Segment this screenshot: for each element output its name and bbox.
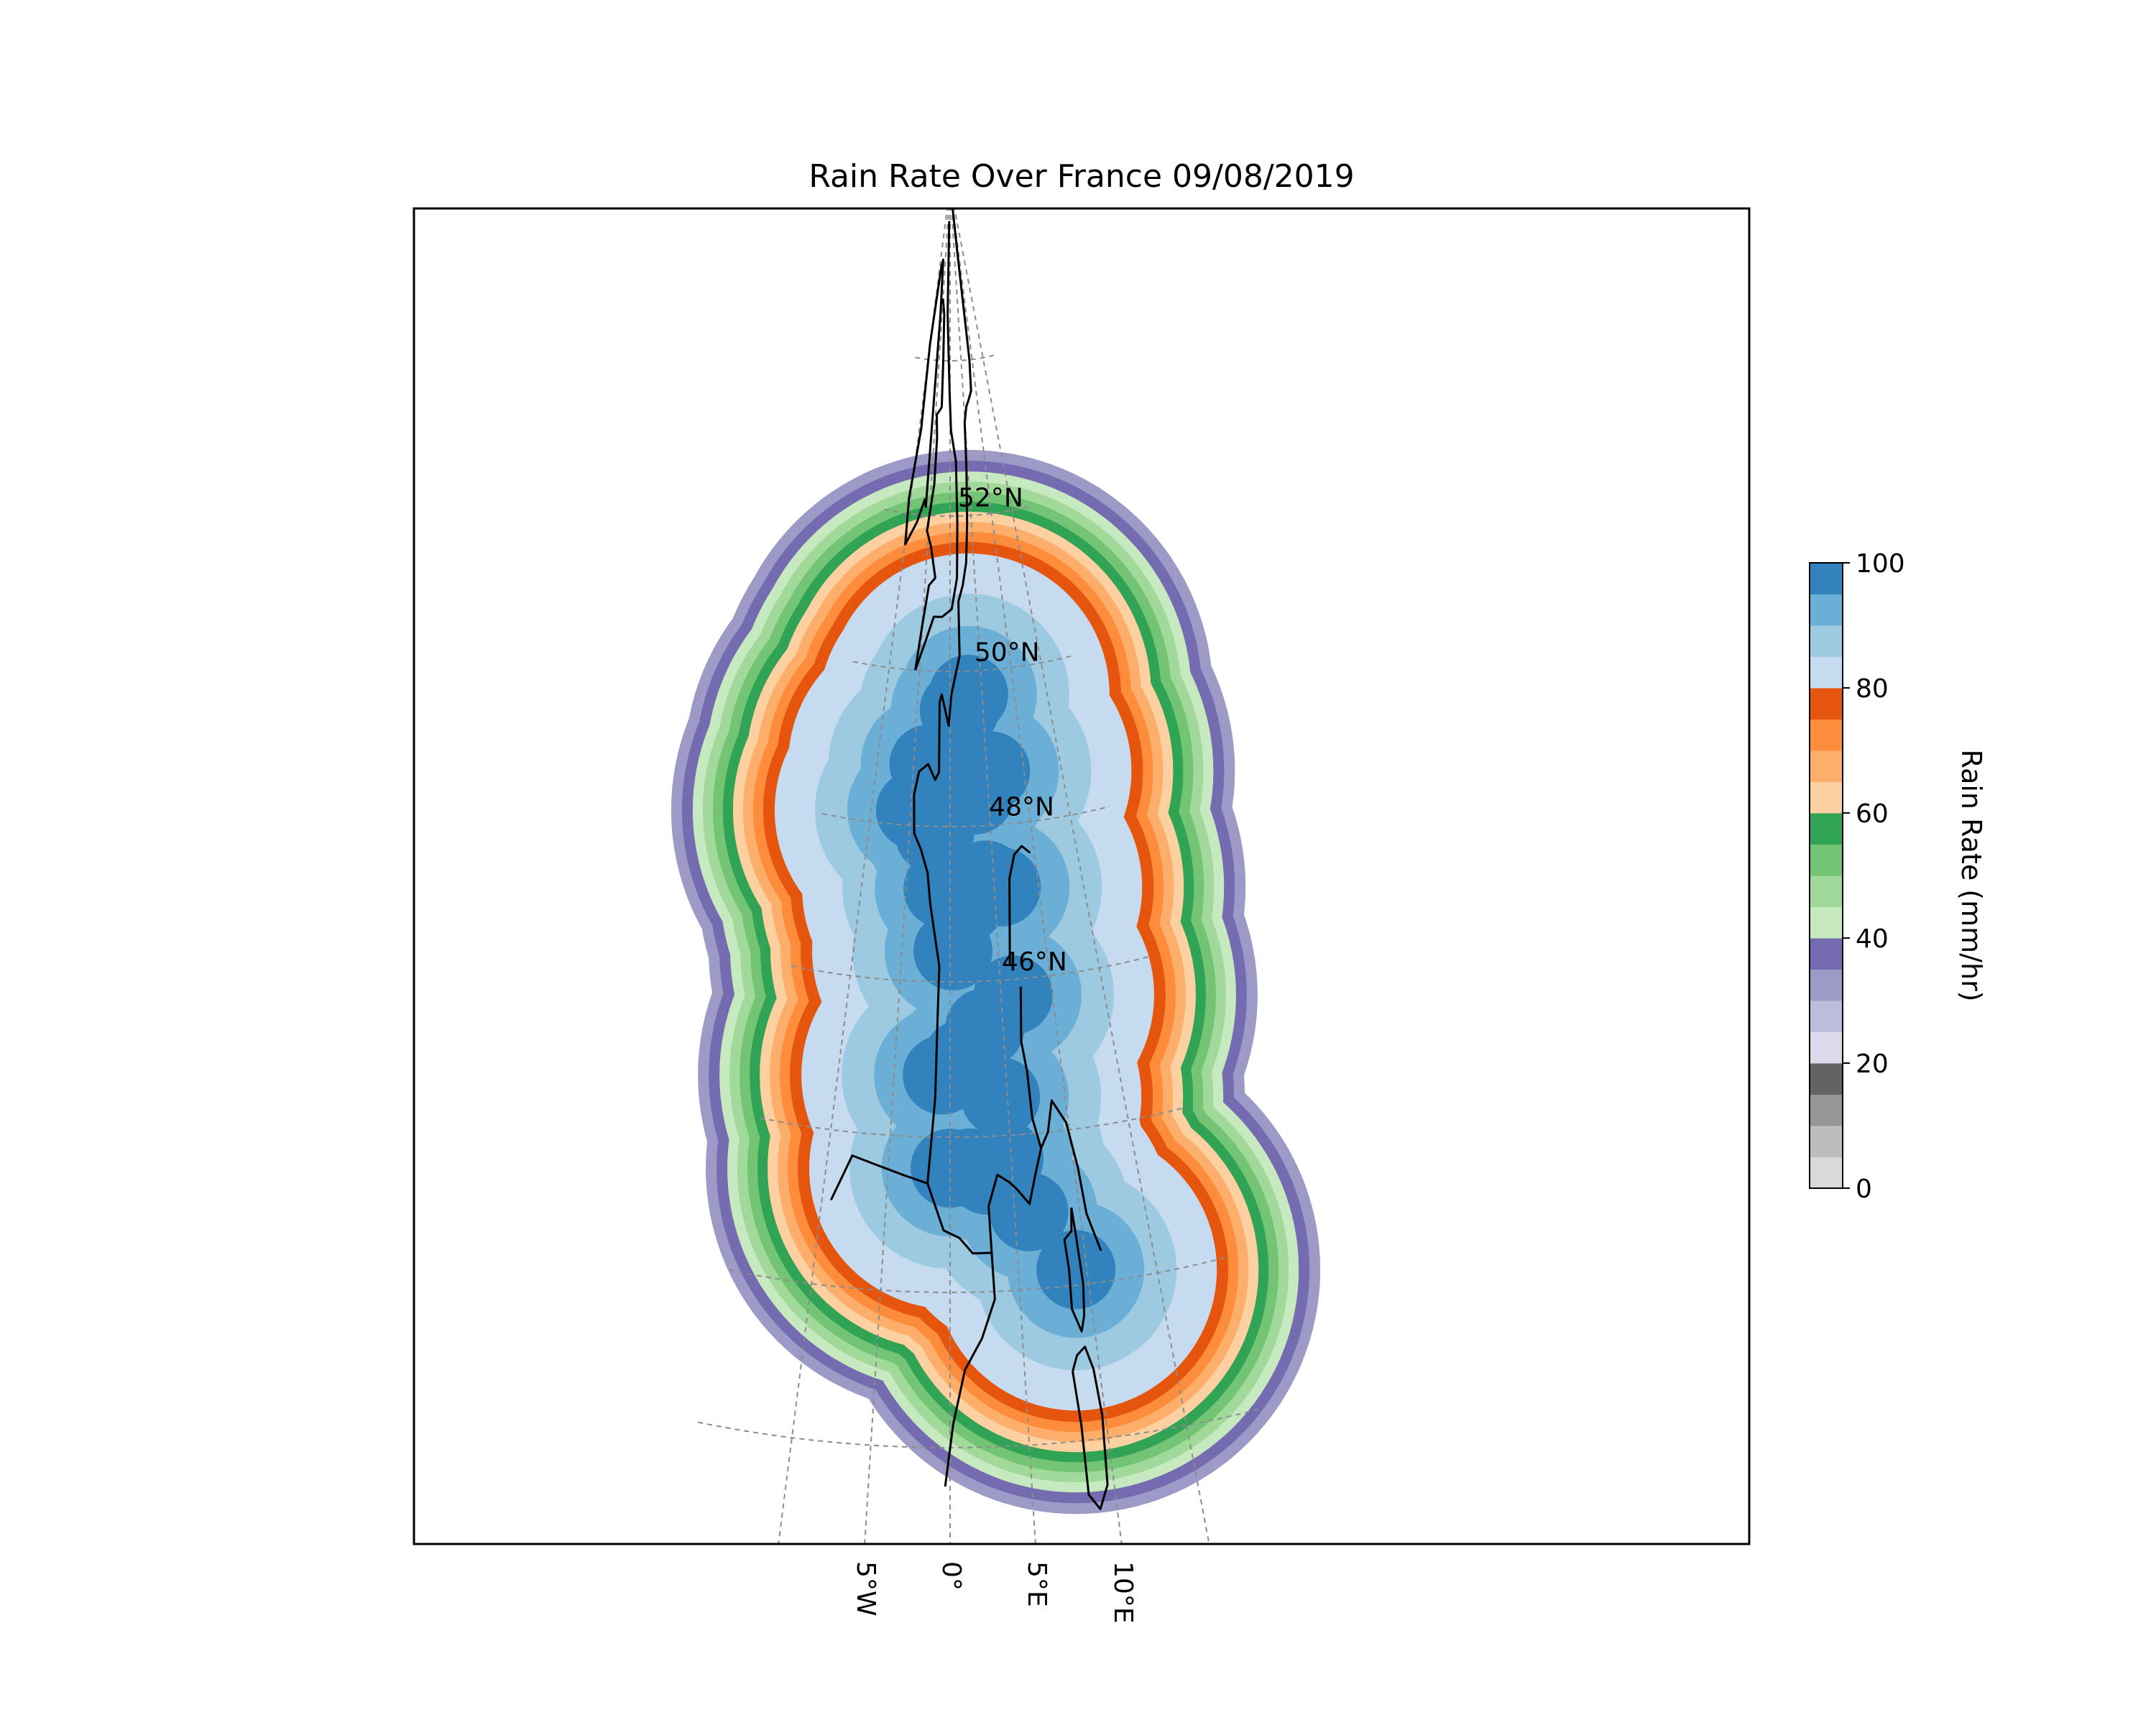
graticule-labels: 52°N 50°N 48°N 46°N [958,484,1067,977]
colorbar-swatch [1810,969,1843,1001]
colorbar-tick-label: 20 [1856,1049,1889,1079]
coastlines [829,208,1109,1510]
parallel-line [946,205,955,206]
meridian-line [951,208,1036,1544]
colorbar-swatch [1810,688,1843,720]
radar-coverage-ring [962,847,1041,927]
parallel-line [698,1407,1264,1448]
colorbar: 0 20 40 60 80 100 Rain Rate (mm/hr) [1809,549,1987,1204]
parallel-label: 46°N [1002,947,1067,977]
colorbar-swatches [1810,563,1843,1189]
radar-coverage-ring [951,731,1031,811]
meridian-line [864,208,949,1544]
colorbar-swatch [1810,938,1843,970]
colorbar-swatch [1810,906,1843,939]
radar-coverage-ring [989,1172,1069,1251]
parallel-line [883,505,1033,517]
coastline-4 [914,298,946,671]
colorbar-tick-label: 40 [1856,924,1889,954]
colorbar-swatch [1810,1001,1843,1032]
meridian-line [952,208,1123,1544]
colorbar-tick-label: 0 [1856,1175,1872,1204]
parallel-label: 52°N [958,484,1023,513]
colorbar-swatch [1810,844,1843,876]
parallel-label: 50°N [975,638,1040,667]
rain-rate-field [671,449,1321,1515]
meridian-label: 10°E [1108,1561,1138,1624]
colorbar-tick-label: 80 [1856,674,1889,704]
meridian-label: 0° [936,1561,966,1591]
coastline-0 [913,398,970,1184]
radar-coverage-ring [1036,1230,1116,1310]
radar-coverage-ring [973,955,1053,1035]
map-frame [413,207,1751,1545]
coastline-2 [829,1154,996,1487]
colorbar-swatch [1810,1063,1843,1095]
colorbar-swatch [1810,813,1843,845]
coastline-6 [1063,1207,1086,1333]
colorbar-swatch [1810,1157,1843,1189]
colorbar-tick-label: 60 [1856,799,1889,829]
coastline-3 [914,221,959,671]
colorbar-label: Rain Rate (mm/hr) [1955,750,1987,1002]
colorbar-tick-label: 100 [1856,549,1905,579]
map-title: Rain Rate Over France 09/08/2019 [808,158,1354,195]
colorbar-swatch [1810,594,1843,626]
coastline-5 [904,258,944,546]
colorbar-ticks: 0 20 40 60 80 100 [1843,549,1905,1204]
colorbar-swatch [1810,1094,1843,1126]
colorbar-swatch [1810,625,1843,657]
meridian-label: 5°W [851,1561,880,1617]
coastline-8 [952,208,972,400]
coastline-7 [1072,1346,1109,1510]
colorbar-swatch [1810,876,1843,907]
parallel-line [760,1106,1187,1138]
colorbar-swatch [1810,656,1843,689]
meridian-line [954,208,1210,1544]
coastline-9 [1019,986,1043,1149]
colorbar-swatch [1810,750,1843,782]
meridian-label: 5°E [1022,1561,1051,1607]
colorbar-swatch [1810,1126,1843,1157]
colorbar-swatch [1810,1031,1843,1064]
graticule [698,205,1264,1544]
map-axes: 52°N 50°N 48°N 46°N 5°W 0° 5°E 10°E [413,205,1751,1624]
coastline-10 [1008,845,1031,965]
colorbar-swatch [1810,563,1843,594]
colorbar-frame [1809,562,1843,1189]
colorbar-swatch [1810,719,1843,751]
coastline-1 [987,1099,1102,1253]
colorbar-swatch [1810,781,1843,814]
meridian-labels: 5°W 0° 5°E 10°E [851,1561,1138,1624]
parallel-label: 48°N [989,792,1054,822]
radar-coverage-ring [961,1057,1041,1137]
